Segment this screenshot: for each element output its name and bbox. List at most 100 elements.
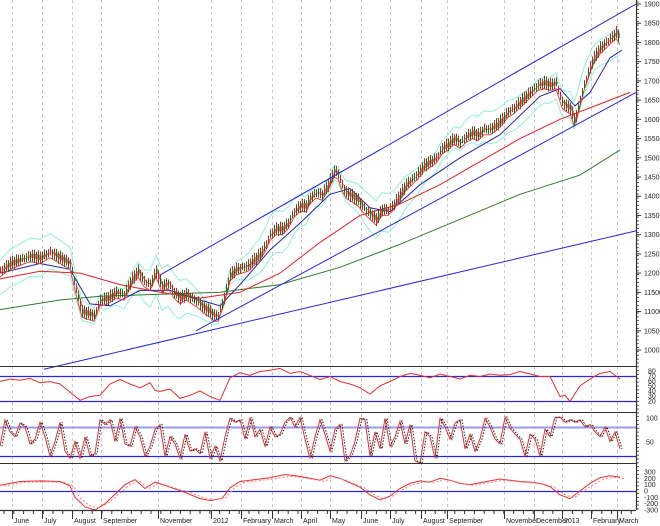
candle-body: [456, 137, 458, 142]
price-axis-label: 15500: [644, 136, 660, 143]
candle-body: [288, 221, 290, 225]
candle-body: [84, 309, 86, 315]
candle-body: [134, 273, 136, 280]
candle-body: [478, 132, 480, 138]
candle-body: [540, 82, 542, 86]
candle-body: [362, 204, 364, 207]
candle-body: [50, 251, 52, 253]
candle-body: [382, 207, 384, 212]
candle-body: [306, 203, 308, 209]
price-axis-label: 14500: [644, 175, 660, 182]
candle-body: [576, 113, 578, 118]
candle-body: [416, 174, 418, 176]
price-axis-label: 12500: [644, 251, 660, 258]
candle-body: [246, 265, 248, 268]
candle-body: [190, 295, 192, 299]
candle-body: [98, 304, 100, 306]
candle-body: [240, 266, 242, 270]
x-tick-label: March: [619, 518, 639, 525]
candle-body: [530, 90, 532, 95]
candle-body: [76, 287, 78, 290]
candle-body: [124, 293, 126, 296]
candle-body: [448, 141, 450, 147]
candle-body: [172, 288, 174, 290]
rsi-axis-label: 30: [648, 394, 656, 401]
candle-body: [196, 300, 198, 302]
candle-body: [274, 228, 276, 233]
price-axis-label: 13000: [644, 232, 660, 239]
candle-body: [558, 88, 560, 90]
candle-body: [68, 260, 70, 264]
candle-body: [200, 302, 202, 306]
candle-body: [502, 116, 504, 122]
candle-body: [466, 135, 468, 138]
candle-body: [106, 296, 108, 302]
candle-body: [0, 271, 2, 273]
x-tick-label: 2013: [564, 518, 580, 525]
candle-body: [122, 293, 124, 295]
candle-body: [334, 169, 336, 174]
candle-body: [22, 258, 24, 260]
candle-body: [294, 210, 296, 213]
candle-body: [234, 268, 236, 274]
candle-body: [314, 193, 316, 196]
candle-body: [474, 130, 476, 137]
candle-body: [356, 196, 358, 202]
candle-body: [394, 202, 396, 206]
candle-body: [152, 278, 154, 283]
candle-body: [332, 173, 334, 179]
candle-body: [194, 299, 196, 301]
candle-body: [462, 140, 464, 142]
candle-body: [66, 259, 68, 264]
candle-body: [82, 309, 84, 315]
candle-body: [256, 255, 258, 261]
candle-body: [566, 103, 568, 108]
candle-body: [312, 194, 314, 198]
candle-body: [290, 218, 292, 220]
candle-body: [366, 209, 368, 211]
candle-body: [586, 78, 588, 80]
candle-body: [296, 208, 298, 212]
candle-body: [398, 195, 400, 200]
candle-body: [54, 252, 56, 256]
x-tick-label: April: [303, 518, 317, 525]
candle-body: [606, 41, 608, 44]
candle-body: [126, 288, 128, 292]
candle-body: [618, 33, 620, 39]
price-axis-label: 15000: [644, 155, 660, 162]
candle-body: [514, 106, 516, 109]
x-tick-label: July: [392, 518, 405, 525]
macd-line: [0, 473, 621, 511]
candle-body: [300, 203, 302, 209]
candle-body: [46, 253, 48, 256]
candle-body: [308, 199, 310, 205]
stoch-d-line: [1, 415, 623, 465]
candle-body: [74, 279, 76, 281]
candle-body: [324, 188, 326, 194]
candle-body: [2, 268, 4, 271]
candle-body: [542, 81, 544, 86]
x-tick-label: May: [332, 518, 346, 525]
bollinger-upper: [0, 27, 621, 312]
candle-body: [164, 283, 166, 288]
candle-body: [468, 133, 470, 138]
candle-body: [568, 104, 570, 110]
candle-body: [130, 280, 132, 286]
candle-body: [532, 89, 534, 92]
candle-body: [168, 281, 170, 284]
candle-body: [30, 254, 32, 258]
candle-body: [340, 178, 342, 180]
ma-fast: [0, 37, 621, 322]
candle-body: [150, 283, 152, 287]
candle-body: [372, 213, 374, 218]
candle-body: [388, 209, 390, 211]
candle-body: [298, 205, 300, 210]
macd-axis-label: 0: [644, 489, 648, 496]
candle-body: [36, 254, 38, 260]
candle-body: [536, 86, 538, 88]
candle-body: [88, 310, 90, 316]
candle-body: [560, 95, 562, 97]
candle-body: [584, 84, 586, 86]
candle-body: [182, 294, 184, 300]
